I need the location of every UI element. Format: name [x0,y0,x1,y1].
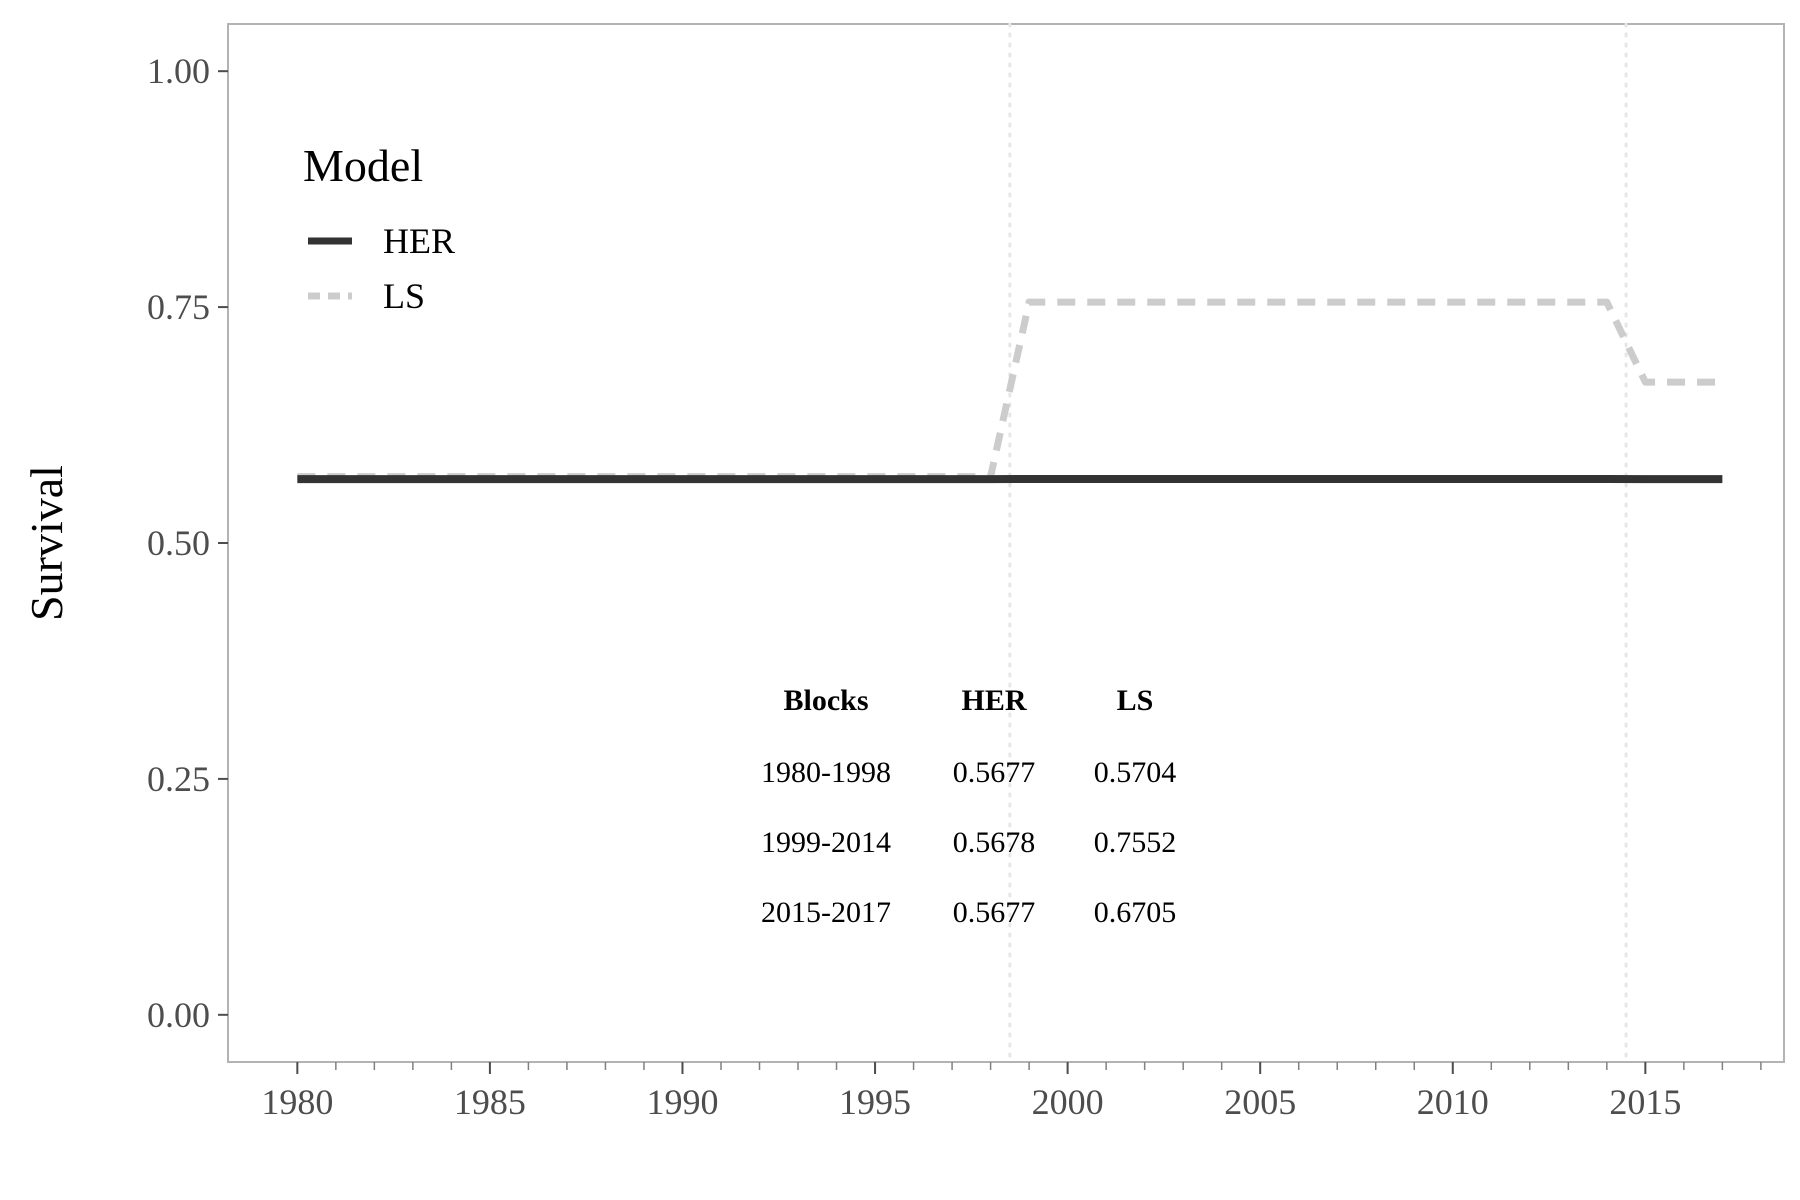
legend-title: Model [303,140,423,191]
y-tick-label: 0.50 [147,523,210,563]
x-tick-label: 2010 [1417,1082,1489,1122]
y-tick-label: 0.25 [147,759,210,799]
table-cell: 1999-2014 [761,826,891,859]
block-boundaries [1008,22,1628,1064]
series-line-ls [297,298,1723,481]
y-tick-label: 0.00 [147,995,210,1035]
x-tick-label: 1985 [454,1082,526,1122]
x-tick-label: 1995 [839,1082,911,1122]
x-tick-label: 1990 [646,1082,718,1122]
x-tick-label: 2005 [1224,1082,1296,1122]
table-header-cell: HER [961,684,1026,717]
table-cell: 0.5704 [1094,756,1177,789]
table-cell: 1980-1998 [761,756,891,789]
legend-label: LS [383,276,425,316]
axes: 0.00 0.25 0.50 0.75 1.00 1980 1985 1990 1995 2000… [147,51,1762,1122]
table-cell: 0.6705 [1094,896,1177,929]
x-tick-label: 2015 [1609,1082,1681,1122]
x-tick-label: 1980 [261,1082,333,1122]
x-tick-label: 2000 [1032,1082,1104,1122]
table-header-cell: LS [1117,684,1154,717]
y-axis-title: Survival [21,465,72,621]
table-cell: 0.5677 [953,756,1036,789]
table-header-cell: Blocks [783,684,868,717]
y-tick-label: 1.00 [147,51,210,91]
table-cell: 0.7552 [1094,826,1177,859]
series-lines [297,298,1723,484]
survival-table: Blocks HER LS 1980-1998 0.5677 0.5704 1999-201… [761,684,1176,929]
legend-label: HER [383,221,455,261]
legend: Model HER LS [303,140,455,316]
table-cell: 2015-2017 [761,896,891,929]
y-tick-label: 0.75 [147,287,210,327]
table-cell: 0.5677 [953,896,1036,929]
table-cell: 0.5678 [953,826,1036,859]
